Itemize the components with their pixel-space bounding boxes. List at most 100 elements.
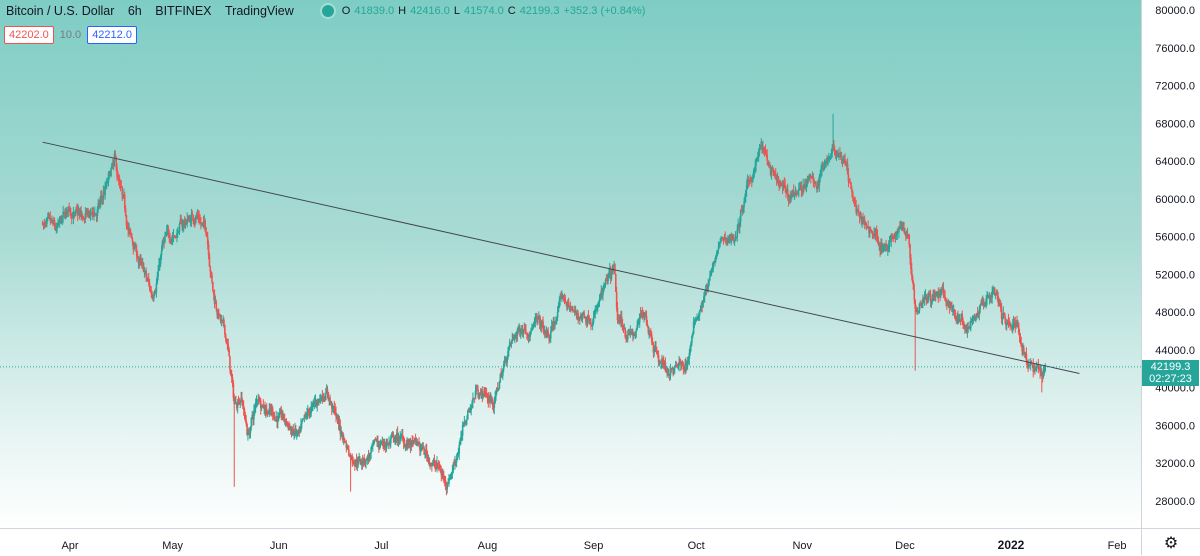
candle-body (92, 208, 94, 214)
candle-body (313, 402, 315, 404)
candle-body (185, 221, 188, 224)
candle-body (945, 300, 947, 302)
candle-body (481, 390, 484, 397)
candle-body (604, 280, 607, 285)
high-value: 42416.0 (410, 5, 450, 17)
candle-body (206, 234, 208, 238)
candle-body (792, 190, 794, 192)
candle-body (755, 161, 757, 166)
candle-body (71, 217, 74, 219)
candle-body (778, 183, 780, 186)
candle-body (998, 303, 1000, 305)
candle-body (172, 235, 175, 238)
candle-body (314, 400, 317, 402)
candle-body (377, 440, 379, 445)
candle-body (53, 220, 56, 228)
candle-body (141, 263, 144, 265)
gear-icon[interactable]: ⚙ (1163, 532, 1179, 552)
candle-body (176, 232, 178, 238)
candle-body (673, 368, 675, 374)
candle-body (122, 194, 124, 198)
time-tick-label: Jun (270, 540, 288, 552)
candle-body (176, 232, 179, 234)
candle-body (671, 368, 674, 370)
candle-body (703, 296, 705, 301)
candle-body (785, 188, 787, 192)
sell-button[interactable]: 42202.0 (4, 26, 54, 44)
price-axis-labels: 80000.0 76000.0 72000.0 68000.0 64000.0 60000… (1155, 5, 1195, 508)
candle-body (495, 390, 497, 397)
candle-body (54, 227, 57, 230)
time-axis[interactable]: Apr May Jun Jul Aug Sep Oct Nov Dec 2022 Feb (0, 528, 1141, 555)
candle-body (825, 159, 828, 162)
chart-area[interactable]: Bitcoin / U.S. Dollar 6h BITFINEX Tradin… (0, 0, 1141, 528)
candle-body (486, 396, 489, 398)
candle-body (161, 241, 164, 251)
candle-body (638, 313, 641, 323)
candle-body (46, 216, 49, 218)
candle-body (184, 221, 187, 226)
candle-body (558, 300, 561, 308)
candle-body (817, 183, 820, 186)
candle-body (478, 395, 480, 399)
candle-body (360, 461, 362, 465)
candle-body (82, 216, 84, 219)
candle-body (952, 310, 954, 312)
candle-body (717, 247, 720, 251)
candle-body (770, 169, 773, 175)
price-axis[interactable]: 80000.0 76000.0 72000.0 68000.0 64000.0 60000… (1141, 0, 1200, 528)
candle-body (405, 444, 407, 447)
symbol-title[interactable]: Bitcoin / U.S. Dollar 6h BITFINEX Tradin… (6, 4, 294, 18)
candle-body (181, 223, 183, 227)
candle-body (928, 292, 930, 294)
candle-body (887, 245, 890, 249)
candle-body (696, 319, 698, 321)
candle-body (210, 271, 212, 276)
candle-body (748, 181, 751, 183)
candle-body (116, 167, 118, 177)
candle-body (964, 325, 966, 330)
price-chart[interactable] (0, 0, 1141, 528)
candle-body (1012, 322, 1015, 325)
candle-body (292, 429, 295, 434)
candle-body (459, 439, 461, 446)
candle-body (194, 222, 196, 224)
candle-body (114, 154, 117, 158)
candle-body (340, 432, 342, 434)
time-tick-label: May (162, 540, 183, 552)
candle-body (967, 327, 970, 330)
candle-body (716, 250, 719, 253)
candle-body (200, 222, 203, 225)
candle-body (712, 262, 715, 269)
candle-body (940, 289, 943, 293)
candle-body (756, 157, 759, 159)
candle-body (869, 229, 872, 231)
candle-body (471, 402, 473, 409)
buy-button[interactable]: 42212.0 (87, 26, 137, 44)
candle-body (98, 203, 100, 206)
candle-body (876, 235, 879, 241)
candle-body (478, 393, 481, 399)
candle-body (498, 381, 501, 389)
interval[interactable]: 6h (127, 4, 142, 18)
candle-body (499, 374, 502, 382)
candle-body (212, 281, 214, 291)
candle-body (566, 304, 568, 309)
candle-body (248, 432, 251, 435)
candle-body (968, 327, 970, 329)
candle-body (207, 244, 210, 256)
candle-body (182, 225, 184, 227)
candle-body (565, 302, 567, 305)
candle-body (832, 144, 834, 148)
candle-body (664, 362, 667, 371)
candle-body (627, 332, 630, 336)
candle-body (1004, 315, 1006, 319)
candle-body (652, 344, 655, 353)
candle-body (302, 418, 305, 420)
candle-body (84, 213, 87, 219)
candle-body (447, 483, 449, 485)
candle-body (188, 217, 190, 221)
candle-body (392, 434, 395, 437)
candle-body (239, 400, 242, 405)
candle-body (523, 328, 526, 330)
